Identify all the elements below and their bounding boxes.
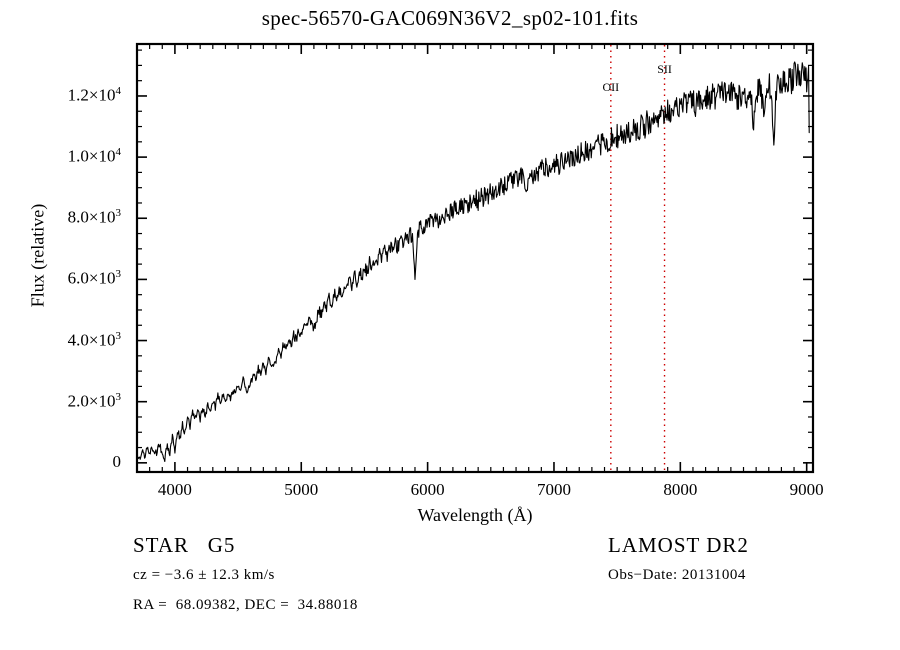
obs-date-text: Obs−Date: 20131004: [608, 567, 746, 583]
x-axis-label: Wavelength (Å): [417, 505, 533, 525]
footer-right-column: LAMOST DR2 Obs−Date: 20131004: [608, 530, 898, 590]
annotation-label-sii: SII: [657, 62, 672, 76]
y-tick-10000: 1.0×104: [67, 146, 121, 166]
y-tick-6000: 6.0×103: [67, 268, 121, 289]
y-tick-4000: 4.0×103: [67, 329, 121, 350]
x-tick-8000: 8000: [663, 480, 698, 499]
axis-ticks: [137, 44, 813, 472]
page-title: spec-56570-GAC069N36V2_sp02-101.fits: [261, 6, 639, 30]
x-tick-7000: 7000: [536, 480, 571, 499]
y-tick-0: 0: [112, 451, 122, 471]
spectrum-curve: [136, 61, 810, 463]
footer-left-column: STAR G5 cz = −3.6 ± 12.3 km/s RA = 68.09…: [133, 530, 613, 620]
x-tick-6000: 6000: [410, 480, 445, 499]
y-tick-2000: 2.0×103: [67, 390, 121, 411]
object-type-text: STAR G5: [133, 533, 236, 557]
y-tick-8000: 8.0×103: [67, 207, 121, 227]
x-tick-5000: 5000: [284, 480, 319, 499]
line-markers: [610, 45, 666, 471]
x-tick-4000: 4000: [157, 480, 192, 499]
survey-text: LAMOST DR2: [608, 533, 749, 557]
y-tick-12000: 1.2×104: [67, 84, 121, 105]
annotation-label-oii: OII: [602, 80, 620, 94]
x-tick-9000: 9000: [789, 480, 824, 499]
coordinates-text: RA = 68.09382, DEC = 34.88018: [133, 597, 358, 613]
plot-frame: [135, 42, 815, 474]
cz-text: cz = −3.6 ± 12.3 km/s: [133, 567, 275, 583]
